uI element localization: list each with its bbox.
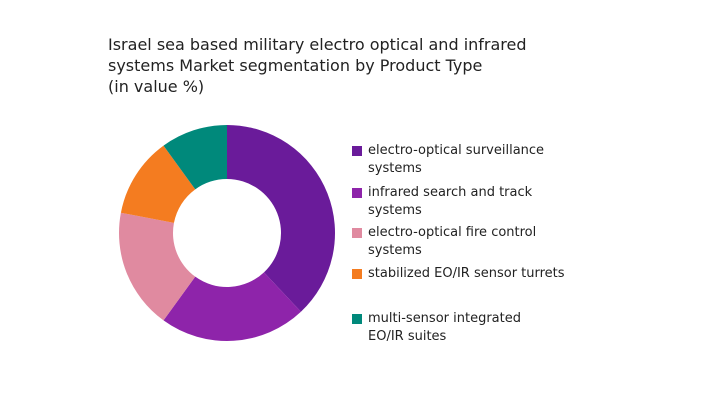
legend-label: electro-optical surveillance systems [368,143,545,176]
legend-swatch [352,228,362,238]
title-line: Israel sea based military electro optica… [108,35,527,54]
legend-label: electro-optical fire control systems [368,225,537,258]
donut-slice [119,212,196,321]
donut-slice [163,125,227,190]
donut-slice [227,125,335,312]
title-line: (in value %) [108,77,205,96]
donut-slice [163,272,301,341]
legend-label: multi-sensor integrated EO/IR suites [368,311,521,344]
legend-item: electro-optical fire control systems [352,224,592,260]
legend-item: infrared search and track systems [352,184,592,220]
chart-title: Israel sea based military electro optica… [108,34,527,97]
legend-item: multi-sensor integrated EO/IR suites [352,310,592,346]
legend-swatch [352,314,362,324]
donut-slice [120,145,196,223]
legend-swatch [352,269,362,279]
legend-item: electro-optical surveillance systems [352,142,592,178]
title-line: systems Market segmentation by Product T… [108,56,483,75]
legend-swatch [352,146,362,156]
legend-swatch [352,188,362,198]
legend-label: stabilized EO/IR sensor turrets [368,266,565,281]
legend-label: infrared search and track systems [368,185,533,218]
legend-item: stabilized EO/IR sensor turrets [352,265,592,283]
